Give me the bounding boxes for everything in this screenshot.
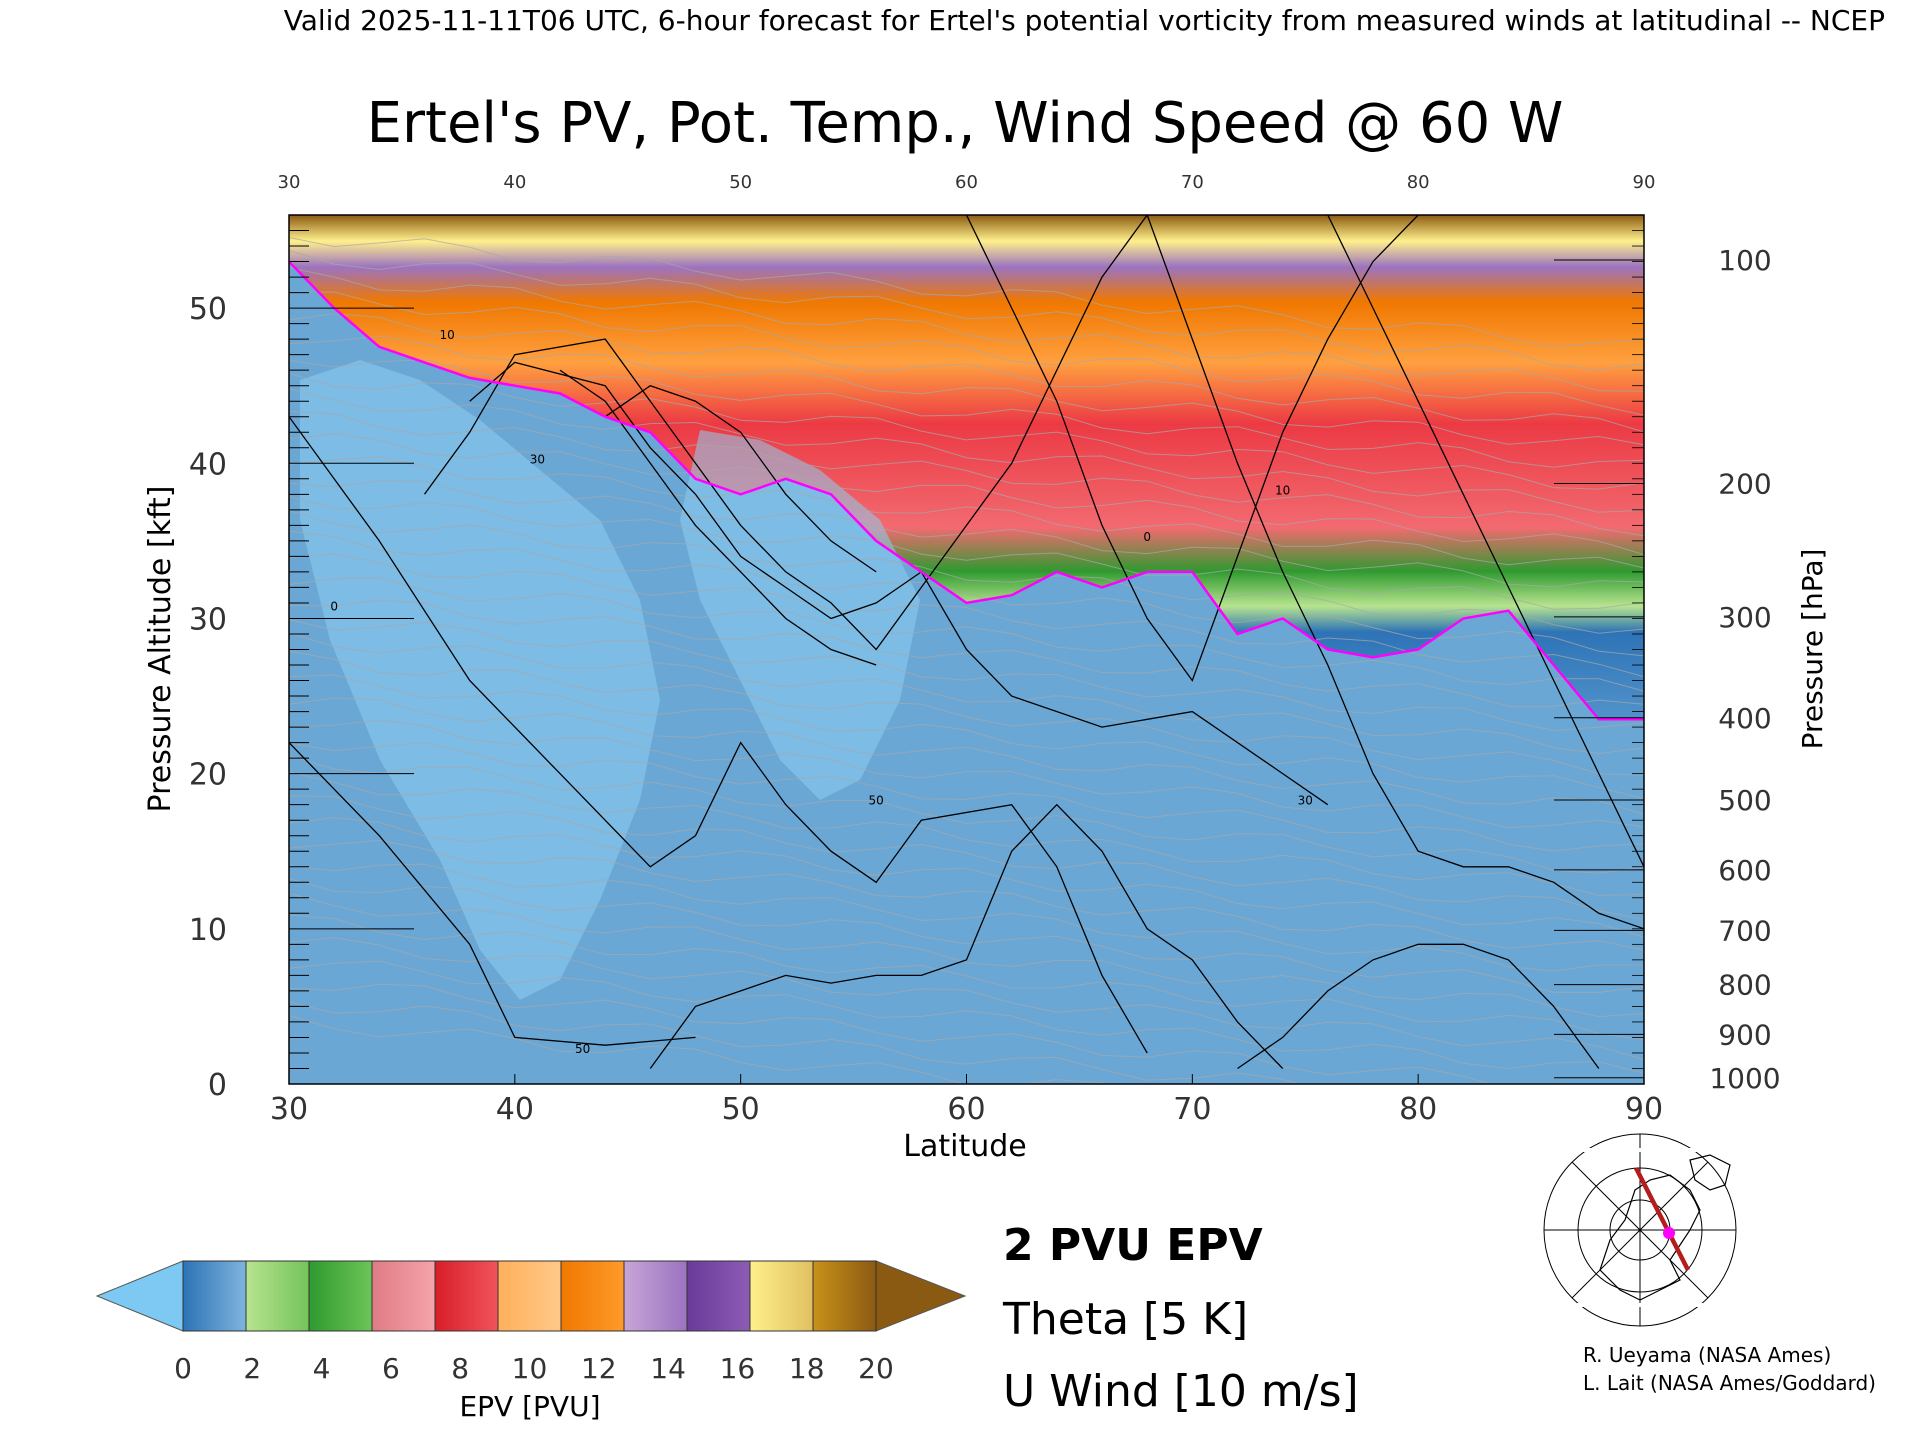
x-tick-label-top: 60: [955, 172, 978, 193]
x-axis: 30 30 40 40 50 50 60 60 70 70 80 80 90 90: [270, 172, 1663, 1127]
x-tick-label: 80: [1399, 1092, 1437, 1127]
colorbar-tick-label: 12: [581, 1352, 617, 1385]
colorbar-tick-label: 10: [512, 1352, 548, 1385]
wind-contour-label: 10: [439, 328, 454, 342]
colorbar-tick-label: 20: [858, 1352, 894, 1385]
y-tick-label: 0: [208, 1068, 227, 1103]
chart-title: Ertel's PV, Pot. Temp., Wind Speed @ 60 …: [367, 91, 1564, 156]
y-tick-label: 50: [189, 292, 227, 327]
x-tick-label-top: 90: [1633, 172, 1656, 193]
colorbar-label: EPV [PVU]: [459, 1390, 600, 1423]
colorbar-segment: [560, 1260, 625, 1332]
colorbar: 0 2 4 6 8 10 12 14 16 18 20 EPV [PVU]: [95, 1260, 967, 1423]
colorbar-segment: [497, 1260, 562, 1332]
colorbar-tick-label: 16: [720, 1352, 756, 1385]
x-tick-label: 30: [270, 1092, 308, 1127]
colorbar-segment: [812, 1260, 877, 1332]
pressure-tick-label: 300: [1718, 601, 1771, 634]
legend: 2 PVU EPV Theta [5 K] U Wind [10 m/s]: [1002, 1220, 1359, 1417]
y-tick-label: 40: [189, 447, 227, 482]
light-blue-core-west: [300, 360, 660, 1000]
pressure-tick-label: 1000: [1709, 1062, 1780, 1095]
x-tick-label-top: 40: [503, 172, 526, 193]
wind-contour-label: 30: [1298, 794, 1313, 808]
x-tick-label: 40: [496, 1092, 534, 1127]
x-tick-label-top: 30: [278, 172, 301, 193]
wind-contour-label: 50: [575, 1042, 590, 1056]
credit-1: R. Ueyama (NASA Ames): [1583, 1343, 1831, 1367]
legend-2pvu: 2 PVU EPV: [1003, 1220, 1263, 1271]
tropopause-2pvu-line: [289, 260, 1644, 721]
colorbar-segment: [245, 1260, 310, 1332]
colorbar-segment: [749, 1260, 814, 1332]
x-tick-label-top: 50: [729, 172, 752, 193]
x-tick-label: 70: [1173, 1092, 1211, 1127]
credit-2: L. Lait (NASA Ames/Goddard): [1583, 1371, 1876, 1395]
colorbar-tick-label: 2: [243, 1352, 261, 1385]
colorbar-segment: [686, 1260, 751, 1332]
colorbar-tick-label: 18: [789, 1352, 825, 1385]
y-axis-left: 0 10 20 30 40 50: [189, 230, 414, 1103]
y-axis-right-label: Pressure [hPa]: [1796, 549, 1829, 750]
colorbar-tick-label: 14: [650, 1352, 686, 1385]
wind-contour-label: 10: [1275, 483, 1290, 497]
x-axis-label: Latitude: [903, 1129, 1026, 1164]
colorbar-tick-label: 0: [174, 1352, 192, 1385]
theta-contours: [289, 237, 1644, 1084]
header: Valid 2025-11-11T06 UTC, 6-hour forecast…: [284, 4, 1885, 37]
colorbar-under-arrow: [95, 1260, 184, 1332]
y-tick-label: 20: [189, 758, 227, 793]
y-tick-label: 10: [189, 913, 227, 948]
pressure-tick-label: 800: [1718, 969, 1771, 1002]
legend-theta: Theta [5 K]: [1002, 1294, 1248, 1345]
cross-section-marker: [1663, 1227, 1675, 1239]
pressure-tick-label: 100: [1718, 244, 1771, 277]
continent-outline: [1599, 1154, 1731, 1301]
lower-blue-region: [289, 261, 1644, 1084]
y-tick-label: 30: [189, 602, 227, 637]
colorbar-segment: [434, 1260, 499, 1332]
x-tick-label: 90: [1625, 1092, 1663, 1127]
x-tick-label: 50: [722, 1092, 760, 1127]
y-axis-label: Pressure Altitude [kft]: [143, 486, 178, 813]
legend-u-wind: U Wind [10 m/s]: [1003, 1366, 1359, 1417]
pressure-tick-label: 900: [1718, 1018, 1771, 1051]
colorbar-tick-label: 6: [382, 1352, 400, 1385]
pressure-tick-label: 200: [1718, 467, 1771, 500]
wind-contour-label: 50: [869, 794, 884, 808]
colorbar-tick-label: 8: [451, 1352, 469, 1385]
locator-map: [1538, 1133, 1742, 1327]
colorbar-segment: [182, 1260, 247, 1332]
pressure-tick-label: 600: [1718, 854, 1771, 887]
pressure-tick-label: 500: [1718, 784, 1771, 817]
wind-contour-label: 30: [530, 452, 545, 466]
pressure-tick-label: 700: [1718, 914, 1771, 947]
wind-contour-label: 0: [330, 600, 338, 614]
y-axis-right: 100 200 300 400 500 600 700 800 900 1000: [1554, 230, 1781, 1095]
colorbar-over-arrow: [875, 1260, 967, 1332]
colorbar-segment: [308, 1260, 373, 1332]
x-tick-label-top: 80: [1407, 172, 1430, 193]
pressure-tick-label: 400: [1718, 702, 1771, 735]
header-text: Valid 2025-11-11T06 UTC, 6-hour forecast…: [284, 4, 1885, 37]
x-tick-label-top: 70: [1181, 172, 1204, 193]
u-wind-contours: 0 10 30 50 0 10 30 50: [289, 215, 1644, 1070]
colorbar-segment: [371, 1260, 436, 1332]
colorbar-segment: [623, 1260, 688, 1332]
x-tick-label: 60: [947, 1092, 985, 1127]
colorbar-tick-label: 4: [313, 1352, 331, 1385]
wind-contour-label: 0: [1143, 530, 1151, 544]
cross-section-track: [1633, 1166, 1691, 1272]
